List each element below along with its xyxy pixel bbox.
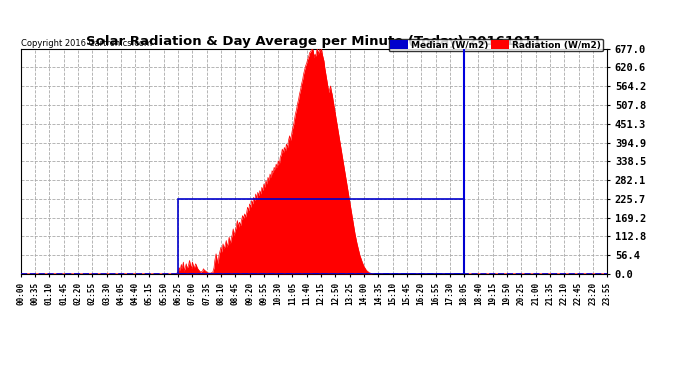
Text: Copyright 2016 Cartronics.com: Copyright 2016 Cartronics.com — [21, 39, 152, 48]
Title: Solar Radiation & Day Average per Minute (Today) 20161011: Solar Radiation & Day Average per Minute… — [86, 34, 542, 48]
Bar — [178, 199, 464, 274]
Legend: Median (W/m2), Radiation (W/m2): Median (W/m2), Radiation (W/m2) — [388, 39, 602, 51]
